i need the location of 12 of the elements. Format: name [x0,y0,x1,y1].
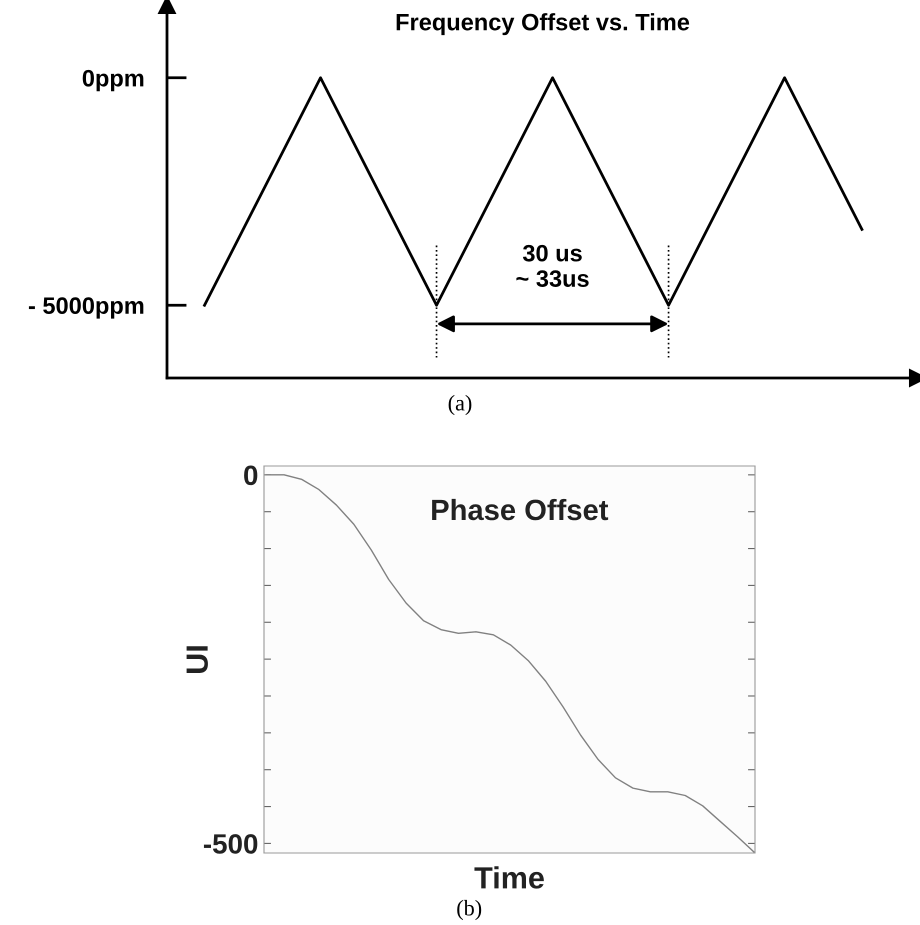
annotation: 30 us ~ 33us [516,244,589,288]
y-tick-label: 0 [244,466,258,486]
x-axis-title: Time [474,866,544,889]
y-axis-title: UI [186,646,208,673]
text: (b) [457,900,482,920]
chart-title: Frequency Offset vs. Time [396,13,690,36]
y-tick-label: - 5000ppm [28,297,144,319]
text: (a) [448,394,472,416]
line-series [266,474,755,853]
text: Phase Offset [432,498,608,520]
y-tick-label: 0ppm [82,70,144,92]
y-tick-label: -500 [204,834,258,854]
